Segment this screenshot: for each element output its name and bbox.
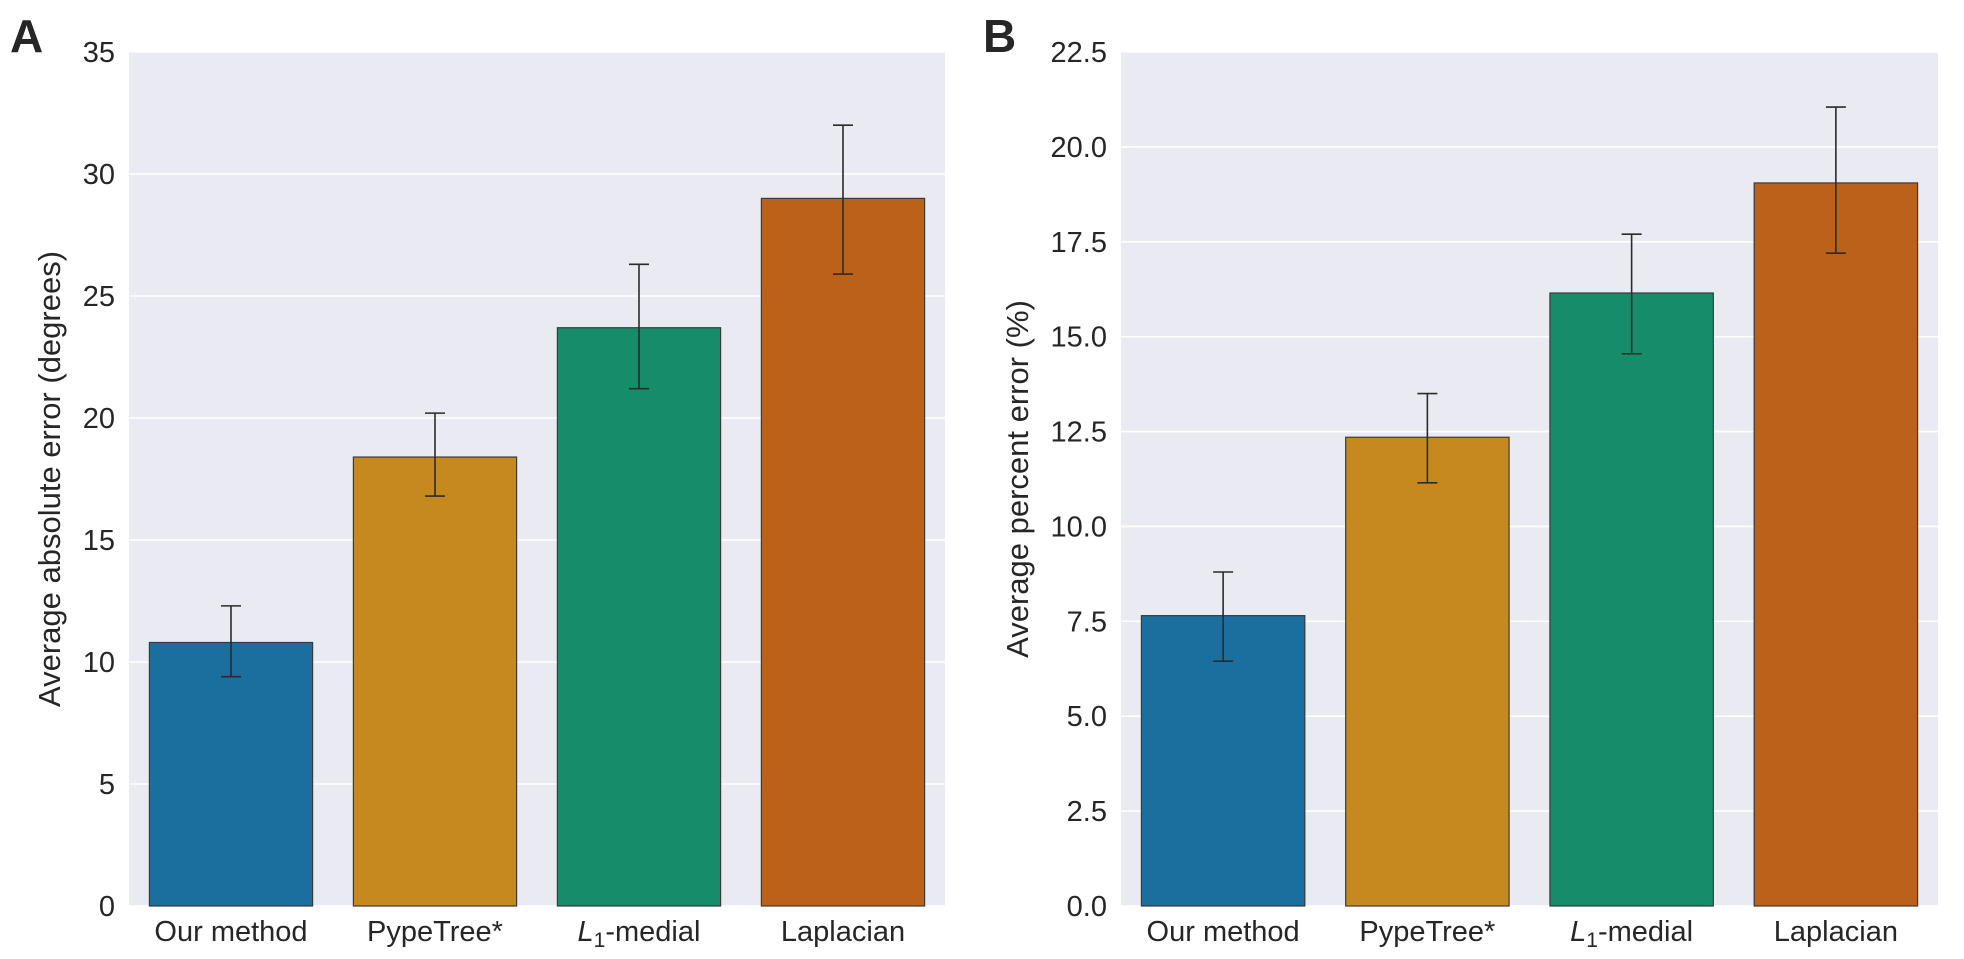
error-bar: [1621, 233, 1642, 355]
bar: [352, 456, 518, 907]
y-tick-label: 12.5: [1051, 417, 1107, 449]
y-tick-label: 2.5: [1067, 796, 1107, 828]
x-tick-label: Our method: [154, 916, 307, 948]
y-axis-label: Average absolute error (degrees): [32, 251, 67, 707]
y-tick-label: 30: [83, 159, 115, 191]
error-bar: [1417, 392, 1438, 484]
x-tick-label: PypeTree*: [1359, 916, 1495, 948]
y-tick-label: 0: [99, 891, 115, 923]
bar: [1345, 436, 1510, 907]
y-tick-label: 22.5: [1051, 37, 1107, 69]
x-tick-label: Our method: [1147, 916, 1300, 948]
bar: [760, 197, 926, 907]
bar: [1549, 292, 1714, 907]
panel-label: A: [10, 10, 43, 62]
y-tick-label: 20: [83, 403, 115, 435]
panel-b: 0.0 2.5 5.0 7.5 10.0 12.5 15.0 17.5 20.0 22.5 Our …: [983, 10, 1938, 952]
y-tick-label: 10: [83, 647, 115, 679]
panel-a: 0 5 10 15 20 25 30 35 Our method PypeTree* L1-medi…: [10, 10, 945, 952]
bar: [556, 327, 722, 907]
bar: [1140, 615, 1306, 907]
y-tick-label: 5: [99, 769, 115, 801]
y-tick-label: 15: [83, 525, 115, 557]
y-tick-label: 10.0: [1051, 511, 1107, 543]
y-tick-label: 7.5: [1067, 606, 1107, 638]
y-tick-label: 0.0: [1067, 891, 1107, 923]
x-tick-label: Laplacian: [781, 916, 905, 948]
panel-label: B: [983, 10, 1016, 62]
x-tick-label: PypeTree*: [367, 916, 503, 948]
y-tick-label: 15.0: [1051, 322, 1107, 354]
y-tick-label: 17.5: [1051, 227, 1107, 259]
y-tick-label: 25: [83, 281, 115, 313]
y-axis-label: Average percent error (%): [1000, 300, 1035, 658]
error-bar: [1213, 571, 1234, 662]
error-bar: [1825, 106, 1846, 254]
y-tick-label: 35: [83, 37, 115, 69]
x-tick-label: Laplacian: [1774, 916, 1898, 948]
bar: [148, 641, 314, 907]
y-tick-label: 20.0: [1051, 132, 1107, 164]
bar: [1753, 182, 1919, 907]
error-bar: [221, 605, 241, 678]
x-tick-label: L1-medial: [578, 916, 701, 952]
x-tick-label: L1-medial: [1570, 916, 1693, 952]
error-bar: [425, 412, 445, 497]
y-tick-label: 5.0: [1067, 701, 1107, 733]
error-bar: [629, 263, 649, 390]
error-bar: [833, 124, 853, 275]
